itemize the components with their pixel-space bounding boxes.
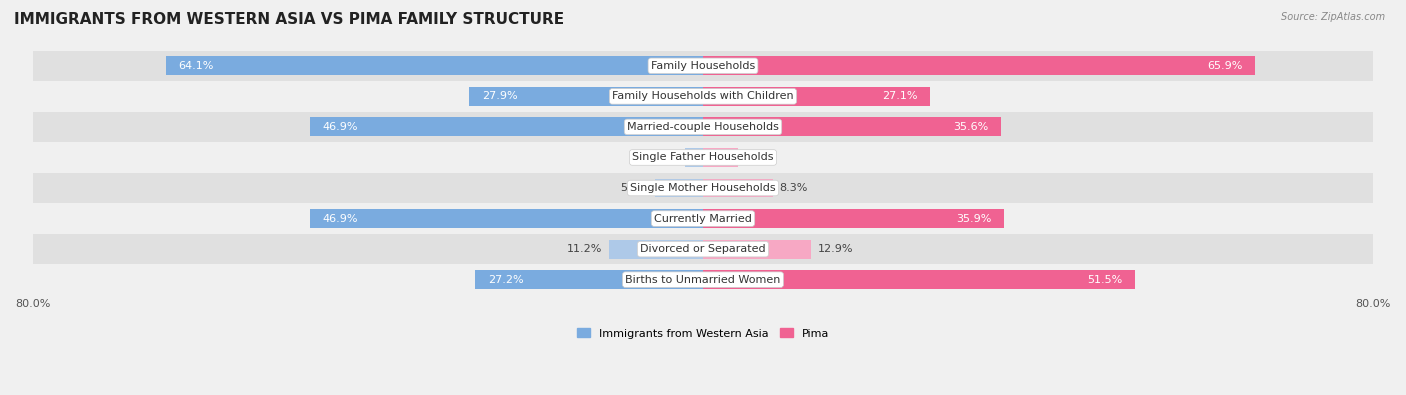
Bar [32, 173, 1374, 203]
Bar [685, 148, 703, 167]
Text: 46.9%: 46.9% [322, 214, 359, 224]
Text: 27.1%: 27.1% [882, 91, 918, 102]
Bar [166, 56, 703, 75]
Bar [703, 209, 1004, 228]
Text: Currently Married: Currently Married [654, 214, 752, 224]
Text: 27.2%: 27.2% [488, 275, 523, 285]
Legend: Immigrants from Western Asia, Pima: Immigrants from Western Asia, Pima [572, 324, 834, 343]
Bar [311, 117, 703, 136]
Text: IMMIGRANTS FROM WESTERN ASIA VS PIMA FAMILY STRUCTURE: IMMIGRANTS FROM WESTERN ASIA VS PIMA FAM… [14, 12, 564, 27]
Bar [703, 270, 1135, 289]
Bar [609, 240, 703, 259]
Bar [703, 179, 772, 198]
Bar [655, 179, 703, 198]
Bar [470, 87, 703, 106]
Text: 35.9%: 35.9% [956, 214, 991, 224]
Bar [311, 209, 703, 228]
Text: 12.9%: 12.9% [818, 244, 853, 254]
Bar [32, 203, 1374, 234]
Text: 46.9%: 46.9% [322, 122, 359, 132]
Text: 4.2%: 4.2% [745, 152, 773, 162]
Bar [703, 117, 1001, 136]
Text: 11.2%: 11.2% [567, 244, 602, 254]
Text: 27.9%: 27.9% [482, 91, 517, 102]
Bar [32, 234, 1374, 264]
Text: 65.9%: 65.9% [1208, 61, 1243, 71]
Bar [32, 112, 1374, 142]
Bar [32, 81, 1374, 112]
Text: 51.5%: 51.5% [1087, 275, 1122, 285]
Text: Single Mother Households: Single Mother Households [630, 183, 776, 193]
Bar [703, 148, 738, 167]
Text: 5.7%: 5.7% [620, 183, 648, 193]
Text: Source: ZipAtlas.com: Source: ZipAtlas.com [1281, 12, 1385, 22]
Bar [703, 56, 1256, 75]
Text: Births to Unmarried Women: Births to Unmarried Women [626, 275, 780, 285]
Bar [475, 270, 703, 289]
Text: Family Households with Children: Family Households with Children [612, 91, 794, 102]
Bar [703, 87, 929, 106]
Text: 2.1%: 2.1% [651, 152, 679, 162]
Text: Single Father Households: Single Father Households [633, 152, 773, 162]
Text: Family Households: Family Households [651, 61, 755, 71]
Text: Divorced or Separated: Divorced or Separated [640, 244, 766, 254]
Bar [32, 264, 1374, 295]
Text: 64.1%: 64.1% [179, 61, 214, 71]
Bar [703, 240, 811, 259]
Text: 35.6%: 35.6% [953, 122, 988, 132]
Text: 8.3%: 8.3% [779, 183, 807, 193]
Bar [32, 51, 1374, 81]
Text: Married-couple Households: Married-couple Households [627, 122, 779, 132]
Bar [32, 142, 1374, 173]
